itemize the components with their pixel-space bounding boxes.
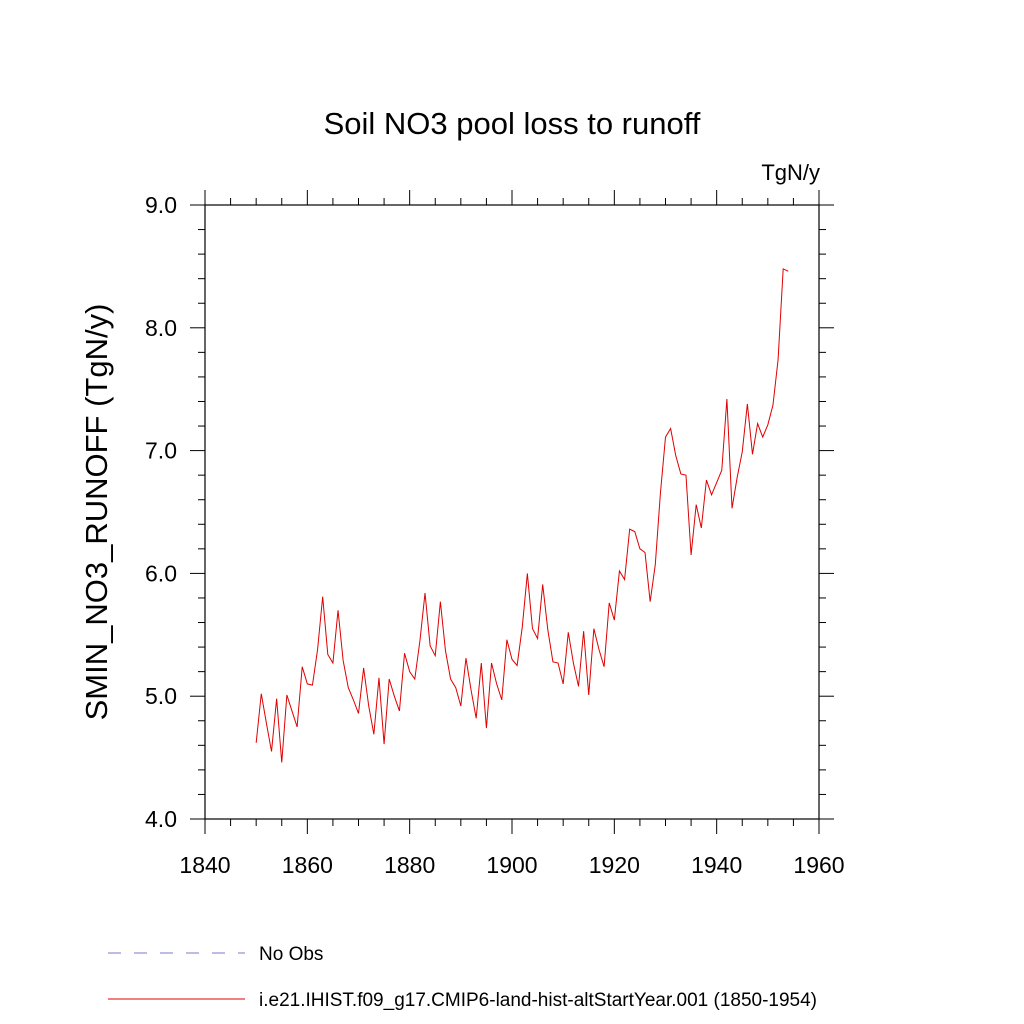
legend-label-series: i.e21.IHIST.f09_g17.CMIP6-land-hist-altS… [259, 990, 817, 1011]
x-tick-label: 1960 [793, 852, 844, 878]
units-label: TgN/y [761, 160, 820, 185]
y-tick-label: 7.0 [145, 438, 177, 464]
legend: No Obs i.e21.IHIST.f09_g17.CMIP6-land-hi… [108, 944, 817, 1011]
y-tick-label: 6.0 [145, 560, 177, 586]
x-tick-label: 1860 [282, 852, 333, 878]
y-axis-label: SMIN_NO3_RUNOFF (TgN/y) [79, 304, 114, 721]
legend-label-no-obs: No Obs [259, 944, 323, 965]
x-tick-label: 1880 [384, 852, 435, 878]
x-tick-label: 1920 [589, 852, 640, 878]
y-axis: 4.0 5.0 6.0 7.0 8.0 9.0 [145, 192, 834, 832]
chart-title: Soil NO3 pool loss to runoff [324, 106, 701, 141]
series-line [255, 268, 789, 763]
y-tick-label: 8.0 [145, 315, 177, 341]
y-tick-label: 5.0 [145, 683, 177, 709]
x-tick-label: 1900 [486, 852, 537, 878]
x-tick-label: 1940 [691, 852, 742, 878]
y-tick-label: 4.0 [145, 806, 177, 832]
x-axis: 1840 1860 1880 1900 1920 1940 1960 [179, 190, 845, 878]
x-tick-label: 1840 [179, 852, 230, 878]
y-tick-label: 9.0 [145, 192, 177, 218]
